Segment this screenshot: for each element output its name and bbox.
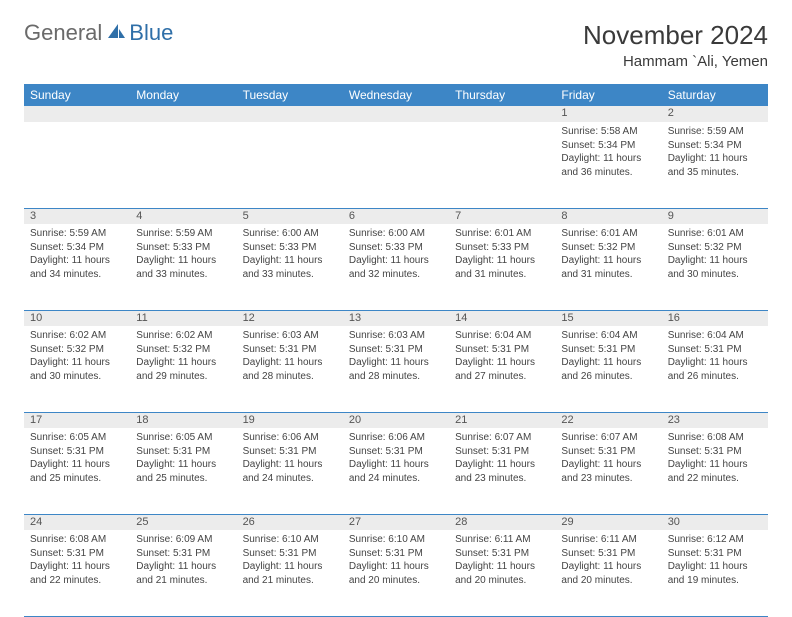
day-number: [449, 106, 555, 122]
day-number-row: 12: [24, 106, 768, 122]
day-content-row: Sunrise: 5:58 AM Sunset: 5:34 PM Dayligh…: [24, 122, 768, 208]
title-block: November 2024 Hammam `Ali, Yemen: [583, 20, 768, 70]
weekday-header: Thursday: [449, 84, 555, 106]
day-number: 19: [237, 412, 343, 428]
day-cell: Sunrise: 6:03 AM Sunset: 5:31 PM Dayligh…: [343, 326, 449, 412]
day-number: 13: [343, 310, 449, 326]
calendar-table: Sunday Monday Tuesday Wednesday Thursday…: [24, 84, 768, 617]
weekday-header: Tuesday: [237, 84, 343, 106]
day-cell: Sunrise: 6:04 AM Sunset: 5:31 PM Dayligh…: [555, 326, 661, 412]
day-cell: Sunrise: 6:05 AM Sunset: 5:31 PM Dayligh…: [130, 428, 236, 514]
day-number: 10: [24, 310, 130, 326]
weekday-header: Wednesday: [343, 84, 449, 106]
day-number: 6: [343, 208, 449, 224]
day-number: 16: [662, 310, 768, 326]
day-number: 9: [662, 208, 768, 224]
day-number: 25: [130, 514, 236, 530]
day-cell: Sunrise: 6:04 AM Sunset: 5:31 PM Dayligh…: [662, 326, 768, 412]
day-cell: Sunrise: 6:10 AM Sunset: 5:31 PM Dayligh…: [343, 530, 449, 616]
day-cell: Sunrise: 6:00 AM Sunset: 5:33 PM Dayligh…: [343, 224, 449, 310]
weekday-header: Friday: [555, 84, 661, 106]
day-cell: Sunrise: 5:59 AM Sunset: 5:34 PM Dayligh…: [24, 224, 130, 310]
day-number: 8: [555, 208, 661, 224]
day-number: 1: [555, 106, 661, 122]
day-cell: Sunrise: 5:59 AM Sunset: 5:33 PM Dayligh…: [130, 224, 236, 310]
weekday-header: Sunday: [24, 84, 130, 106]
day-content-row: Sunrise: 6:08 AM Sunset: 5:31 PM Dayligh…: [24, 530, 768, 616]
day-number: 17: [24, 412, 130, 428]
day-cell: Sunrise: 6:02 AM Sunset: 5:32 PM Dayligh…: [130, 326, 236, 412]
day-number: 5: [237, 208, 343, 224]
day-cell: Sunrise: 6:07 AM Sunset: 5:31 PM Dayligh…: [449, 428, 555, 514]
day-number: 22: [555, 412, 661, 428]
day-cell: Sunrise: 6:04 AM Sunset: 5:31 PM Dayligh…: [449, 326, 555, 412]
day-cell: Sunrise: 6:03 AM Sunset: 5:31 PM Dayligh…: [237, 326, 343, 412]
day-number: 4: [130, 208, 236, 224]
weekday-header: Saturday: [662, 84, 768, 106]
day-cell: Sunrise: 6:01 AM Sunset: 5:33 PM Dayligh…: [449, 224, 555, 310]
day-cell: [449, 122, 555, 208]
day-number-row: 17181920212223: [24, 412, 768, 428]
day-cell: Sunrise: 6:07 AM Sunset: 5:31 PM Dayligh…: [555, 428, 661, 514]
day-cell: Sunrise: 6:00 AM Sunset: 5:33 PM Dayligh…: [237, 224, 343, 310]
day-cell: Sunrise: 5:59 AM Sunset: 5:34 PM Dayligh…: [662, 122, 768, 208]
day-cell: Sunrise: 6:02 AM Sunset: 5:32 PM Dayligh…: [24, 326, 130, 412]
day-cell: Sunrise: 6:11 AM Sunset: 5:31 PM Dayligh…: [449, 530, 555, 616]
month-title: November 2024: [583, 20, 768, 51]
day-cell: [343, 122, 449, 208]
day-number-row: 10111213141516: [24, 310, 768, 326]
day-cell: Sunrise: 5:58 AM Sunset: 5:34 PM Dayligh…: [555, 122, 661, 208]
day-cell: Sunrise: 6:08 AM Sunset: 5:31 PM Dayligh…: [662, 428, 768, 514]
day-cell: Sunrise: 6:10 AM Sunset: 5:31 PM Dayligh…: [237, 530, 343, 616]
day-cell: Sunrise: 6:01 AM Sunset: 5:32 PM Dayligh…: [555, 224, 661, 310]
logo-text-blue: Blue: [129, 20, 173, 46]
header: General Blue November 2024 Hammam `Ali, …: [24, 20, 768, 70]
day-number: 2: [662, 106, 768, 122]
day-number: [237, 106, 343, 122]
day-number: 12: [237, 310, 343, 326]
logo-text-general: General: [24, 20, 102, 46]
day-cell: Sunrise: 6:11 AM Sunset: 5:31 PM Dayligh…: [555, 530, 661, 616]
day-cell: Sunrise: 6:05 AM Sunset: 5:31 PM Dayligh…: [24, 428, 130, 514]
day-cell: [24, 122, 130, 208]
weekday-header: Monday: [130, 84, 236, 106]
weekday-header-row: Sunday Monday Tuesday Wednesday Thursday…: [24, 84, 768, 106]
day-number: [24, 106, 130, 122]
day-number: 30: [662, 514, 768, 530]
location: Hammam `Ali, Yemen: [583, 53, 768, 70]
day-cell: Sunrise: 6:06 AM Sunset: 5:31 PM Dayligh…: [343, 428, 449, 514]
day-cell: Sunrise: 6:09 AM Sunset: 5:31 PM Dayligh…: [130, 530, 236, 616]
day-number: 7: [449, 208, 555, 224]
day-number-row: 24252627282930: [24, 514, 768, 530]
logo: General Blue: [24, 20, 173, 46]
day-content-row: Sunrise: 6:05 AM Sunset: 5:31 PM Dayligh…: [24, 428, 768, 514]
day-cell: [237, 122, 343, 208]
day-cell: [130, 122, 236, 208]
day-cell: Sunrise: 6:06 AM Sunset: 5:31 PM Dayligh…: [237, 428, 343, 514]
day-number: 18: [130, 412, 236, 428]
day-cell: Sunrise: 6:01 AM Sunset: 5:32 PM Dayligh…: [662, 224, 768, 310]
day-number: 23: [662, 412, 768, 428]
day-number: 24: [24, 514, 130, 530]
day-number: 21: [449, 412, 555, 428]
day-number: 28: [449, 514, 555, 530]
day-cell: Sunrise: 6:12 AM Sunset: 5:31 PM Dayligh…: [662, 530, 768, 616]
day-content-row: Sunrise: 6:02 AM Sunset: 5:32 PM Dayligh…: [24, 326, 768, 412]
day-number: 26: [237, 514, 343, 530]
day-number-row: 3456789: [24, 208, 768, 224]
day-number: 15: [555, 310, 661, 326]
day-content-row: Sunrise: 5:59 AM Sunset: 5:34 PM Dayligh…: [24, 224, 768, 310]
day-number: [130, 106, 236, 122]
day-number: 20: [343, 412, 449, 428]
day-cell: Sunrise: 6:08 AM Sunset: 5:31 PM Dayligh…: [24, 530, 130, 616]
day-number: 27: [343, 514, 449, 530]
day-number: 11: [130, 310, 236, 326]
day-number: 29: [555, 514, 661, 530]
logo-sail-icon: [106, 22, 126, 45]
day-number: 3: [24, 208, 130, 224]
day-number: 14: [449, 310, 555, 326]
day-number: [343, 106, 449, 122]
